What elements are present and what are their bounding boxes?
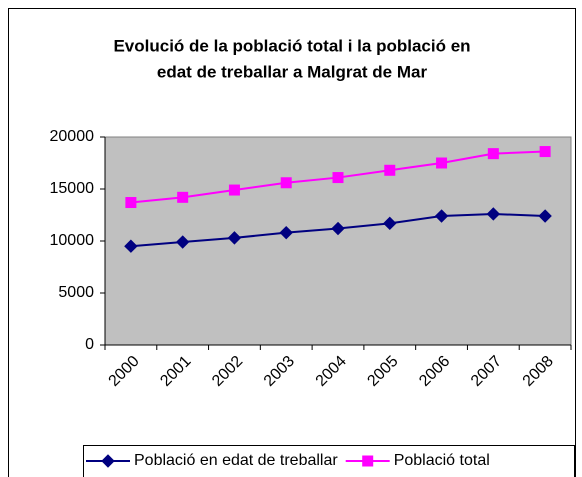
legend-box (83, 445, 575, 477)
plot-area (104, 136, 572, 346)
legend-marker (362, 455, 374, 467)
data-point (538, 209, 552, 223)
data-point (228, 184, 240, 196)
data-point (384, 164, 396, 176)
y-tick-label: 5000 (58, 284, 94, 301)
data-point (332, 172, 344, 184)
legend-label: Població total (394, 452, 490, 469)
data-point (539, 146, 551, 158)
data-point (125, 197, 137, 209)
data-point (331, 221, 345, 236)
data-point (486, 207, 501, 221)
data-point (383, 216, 397, 231)
y-tick-label: 20000 (50, 128, 95, 145)
data-point (434, 209, 449, 223)
data-point (227, 231, 242, 245)
legend-label: Població en edat de treballar (134, 452, 338, 469)
data-point (487, 148, 499, 160)
y-tick-label: 0 (85, 336, 94, 353)
data-point (177, 191, 189, 203)
y-tick-label: 10000 (50, 232, 95, 249)
data-point (436, 157, 448, 169)
y-tick-label: 15000 (50, 180, 95, 197)
legend-marker (101, 454, 115, 468)
data-point (124, 239, 138, 253)
data-point (175, 235, 190, 249)
chart-title: Evolució de la població total i la pobla… (113, 36, 470, 55)
chart-title: edat de treballar a Malgrat de Mar (157, 62, 428, 81)
data-point (280, 177, 292, 189)
data-point (279, 225, 293, 240)
